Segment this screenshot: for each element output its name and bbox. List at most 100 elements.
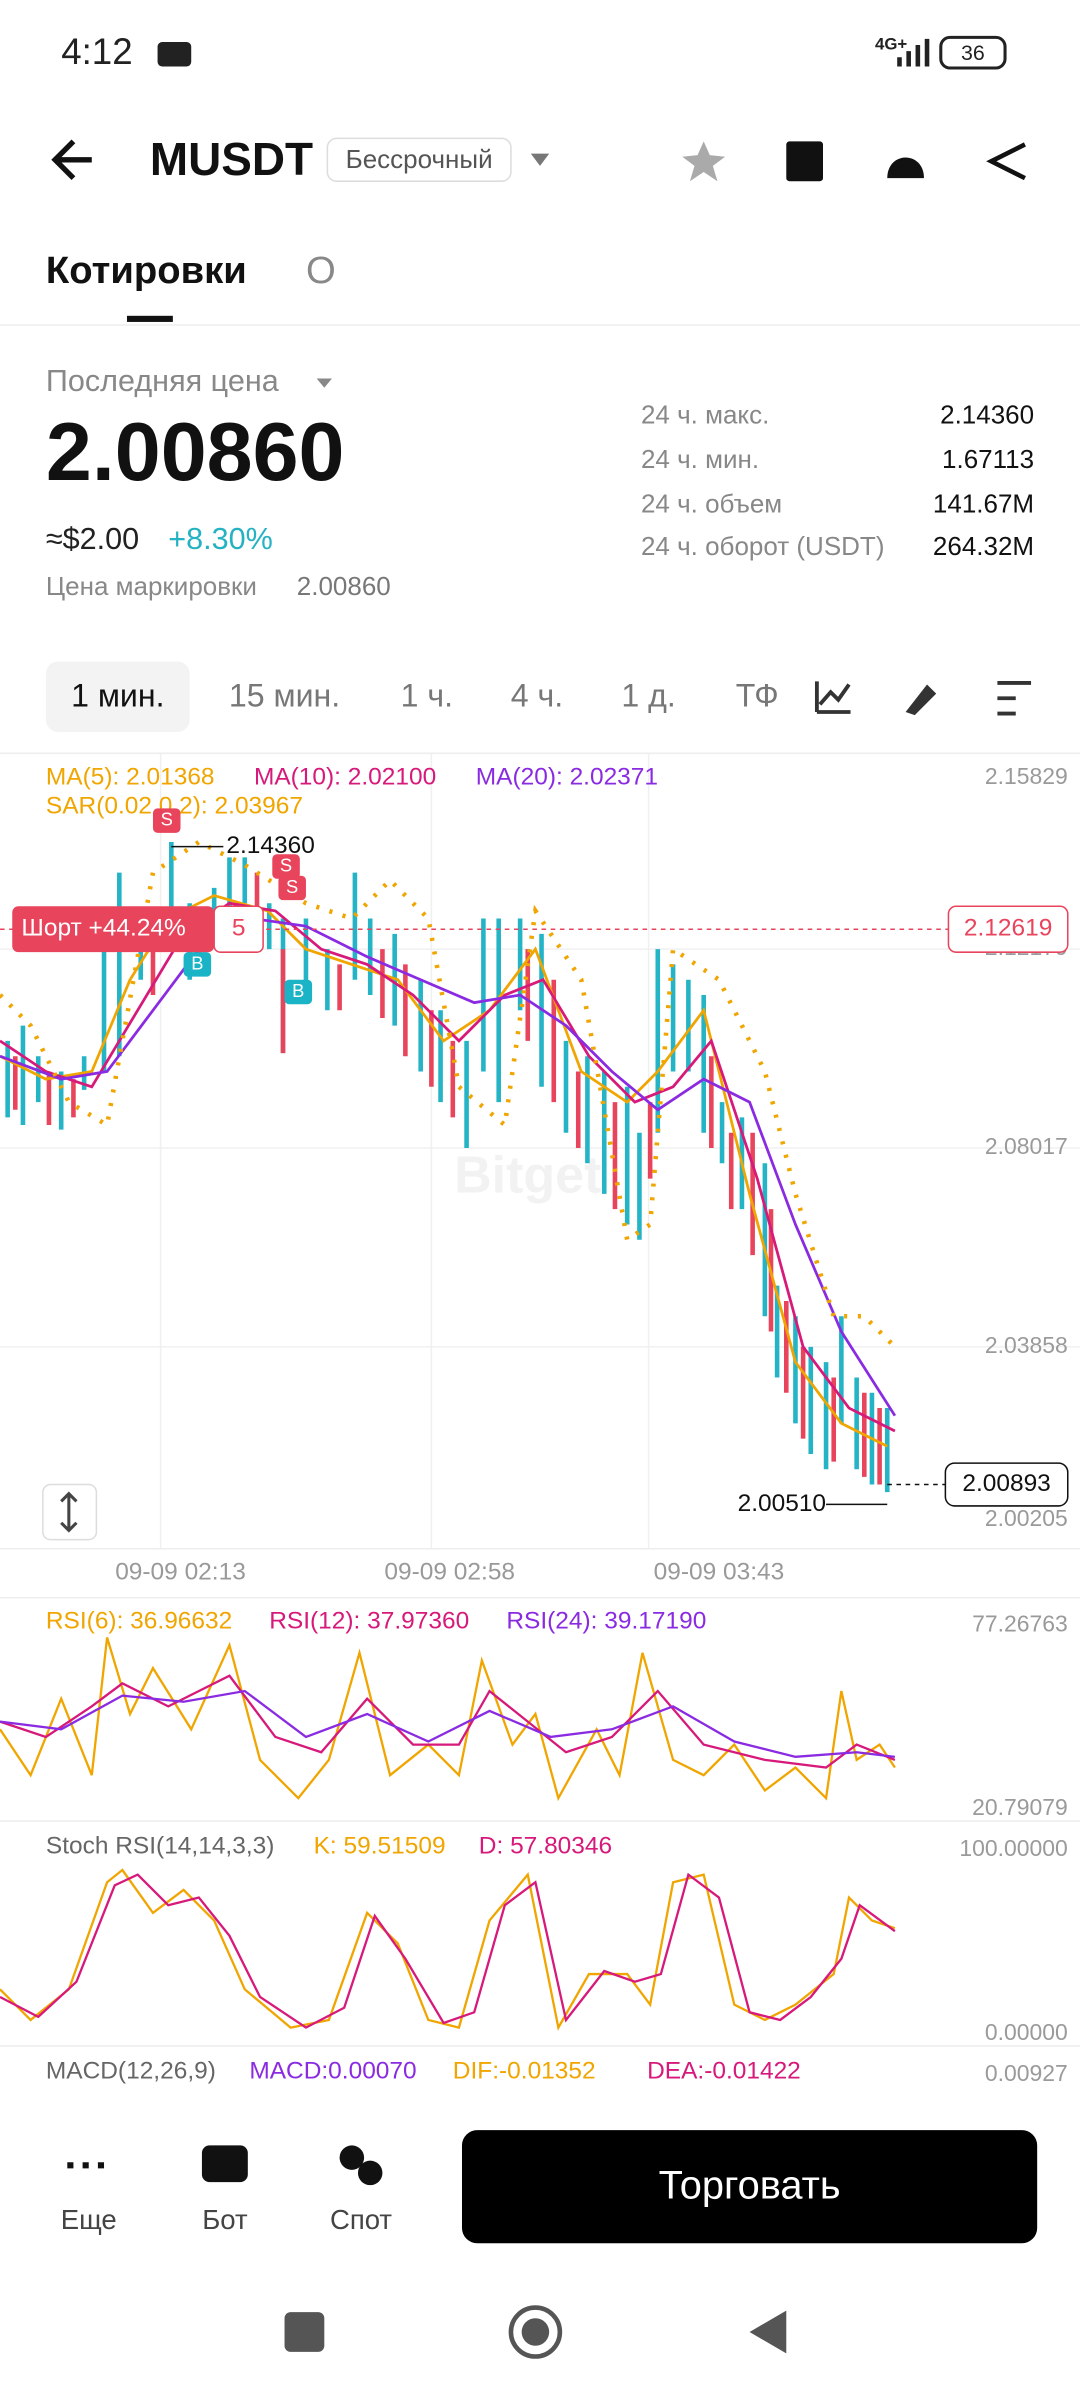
settings-icon[interactable] bbox=[997, 681, 1032, 716]
stoch-labels: Stoch RSI(14,14,3,3) K: 59.51509 D: 57.803… bbox=[46, 1833, 1068, 2045]
stoch-label: Stoch RSI(14,14,3,3) bbox=[46, 1833, 275, 1860]
high-label: 2.14360 bbox=[226, 832, 314, 859]
sell-marker bbox=[152, 808, 181, 833]
time: 4:12 bbox=[61, 31, 132, 72]
interval[interactable]: 1 д. bbox=[621, 678, 675, 714]
position-tag[interactable] bbox=[12, 906, 215, 953]
change: +8.30% bbox=[168, 522, 273, 556]
spot-icon[interactable] bbox=[357, 2160, 383, 2186]
stoch-axis-label: 0.00000 bbox=[985, 2019, 1068, 2045]
position[interactable]: Шорт +44.24% bbox=[21, 915, 185, 942]
nav-back[interactable] bbox=[749, 2310, 787, 2354]
ma5 bbox=[0, 894, 888, 1448]
nav-recent[interactable] bbox=[284, 2312, 325, 2352]
ma20-label: MA(20): 2.02371 bbox=[476, 763, 658, 790]
dropdown bbox=[316, 378, 332, 388]
interval[interactable]: 1 мин. bbox=[71, 678, 164, 714]
ma10 bbox=[0, 901, 896, 1433]
macd-label: DIF:-0.01352 bbox=[453, 2057, 596, 2084]
interval[interactable]: 15 мин. bbox=[229, 678, 340, 714]
ma20 bbox=[0, 917, 897, 1417]
alert-icon[interactable] bbox=[887, 157, 924, 179]
macd-axis-label: 0.00927 bbox=[985, 2060, 1068, 2086]
trade-label[interactable]: Торговать bbox=[659, 2164, 841, 2208]
nav-home-dot[interactable] bbox=[521, 2318, 550, 2346]
current-tag bbox=[944, 1462, 1069, 1507]
stoch-label: K: 59.51509 bbox=[314, 1833, 446, 1860]
candles-down bbox=[13, 872, 882, 1485]
stoch-d bbox=[0, 1872, 896, 2029]
macd-label: DEA:-0.01422 bbox=[647, 2057, 801, 2084]
interval-active bbox=[45, 661, 190, 732]
stat-value: 141.67M bbox=[933, 488, 1034, 518]
rsi24 bbox=[0, 1689, 896, 1758]
nav-label[interactable]: Еще bbox=[61, 2204, 117, 2235]
draw-icon[interactable] bbox=[905, 684, 937, 716]
price-label: Последняя цена bbox=[46, 364, 279, 398]
nav-home[interactable] bbox=[508, 2305, 563, 2359]
line-price: 2.12619 bbox=[964, 915, 1052, 942]
sell-marker bbox=[272, 854, 300, 879]
stat-value: 1.67113 bbox=[942, 444, 1034, 474]
interval[interactable]: 4 ч. bbox=[511, 678, 563, 714]
macd-labels: MACD(12,26,9) MACD:0.00070 DIF:-0.01352 DEA… bbox=[46, 2057, 1068, 2086]
rsi12 bbox=[0, 1674, 896, 1769]
symbol[interactable]: MUSDT bbox=[150, 133, 313, 185]
chart-type-icon[interactable] bbox=[814, 681, 851, 714]
buy-label: B bbox=[292, 980, 304, 1001]
tab[interactable]: Котировки bbox=[46, 249, 247, 292]
intervals: 1 мин. 15 мин. 1 ч. 4 ч. 1 д. ТФ bbox=[71, 678, 779, 714]
rsi-label: RSI(12): 37.97360 bbox=[269, 1608, 469, 1635]
stat-value: 2.14360 bbox=[940, 400, 1034, 430]
tab-indicator bbox=[126, 315, 173, 322]
price-axis-label: 2.15829 bbox=[985, 763, 1068, 789]
nav-label[interactable]: Бот bbox=[202, 2204, 248, 2235]
qty-tag[interactable] bbox=[213, 905, 264, 953]
ma5-label: MA(5): 2.01368 bbox=[46, 763, 215, 790]
share-icon[interactable] bbox=[986, 142, 1026, 181]
time-label: 09-09 03:43 bbox=[654, 1559, 785, 1586]
low-label: 2.00510 bbox=[738, 1490, 826, 1517]
mark-label: Цена маркировки bbox=[46, 571, 257, 601]
position-qty[interactable]: 5 bbox=[232, 915, 246, 942]
sell-label: S bbox=[286, 876, 298, 897]
trade-button[interactable] bbox=[461, 2130, 1038, 2244]
time-label: 09-09 02:13 bbox=[115, 1559, 246, 1586]
price-axis-label: 2.03858 bbox=[985, 1332, 1068, 1358]
dropdown[interactable] bbox=[530, 153, 550, 166]
rsi6 bbox=[0, 1637, 896, 1802]
sell-label: S bbox=[280, 854, 292, 875]
interval[interactable]: ТФ bbox=[736, 678, 779, 714]
nav-labels: Еще Бот Спот bbox=[61, 2204, 393, 2235]
macd-label: MACD(12,26,9) bbox=[46, 2057, 216, 2084]
sell-label: S bbox=[161, 808, 173, 829]
interval[interactable]: 1 ч. bbox=[401, 678, 453, 714]
stoch-k bbox=[0, 1868, 896, 2031]
buy-label: B bbox=[191, 952, 203, 973]
rsi-axis-label: 20.79079 bbox=[972, 1794, 1068, 1820]
mark-value: 2.00860 bbox=[297, 571, 391, 601]
spot-icon[interactable] bbox=[339, 2145, 365, 2170]
buy-marker bbox=[183, 952, 212, 977]
favorite[interactable] bbox=[682, 141, 726, 182]
stat-label: 24 ч. объем bbox=[641, 488, 782, 518]
time-axis: 09-09 02:13 09-09 02:58 09-09 03:43 bbox=[115, 1559, 784, 1586]
buy-marker bbox=[284, 979, 313, 1005]
scale-icon[interactable] bbox=[60, 1491, 78, 1533]
bot-icon[interactable] bbox=[201, 2145, 248, 2183]
stat-label: 24 ч. оборот (USDT) bbox=[641, 531, 885, 561]
nav-label[interactable]: Спот bbox=[330, 2204, 392, 2235]
back-button[interactable] bbox=[51, 139, 92, 181]
badge[interactable]: Бессрочный bbox=[346, 144, 493, 174]
signal bbox=[897, 38, 930, 67]
tab[interactable]: О bbox=[306, 249, 336, 292]
usd-price: ≈$2.00 bbox=[46, 522, 139, 556]
battery-level: 36 bbox=[961, 41, 985, 65]
stat-value: 264.32M bbox=[933, 531, 1034, 561]
network: 4G+ bbox=[875, 34, 907, 53]
stoch-axis-label: 100.00000 bbox=[959, 1835, 1067, 1861]
book-icon[interactable] bbox=[786, 141, 824, 182]
